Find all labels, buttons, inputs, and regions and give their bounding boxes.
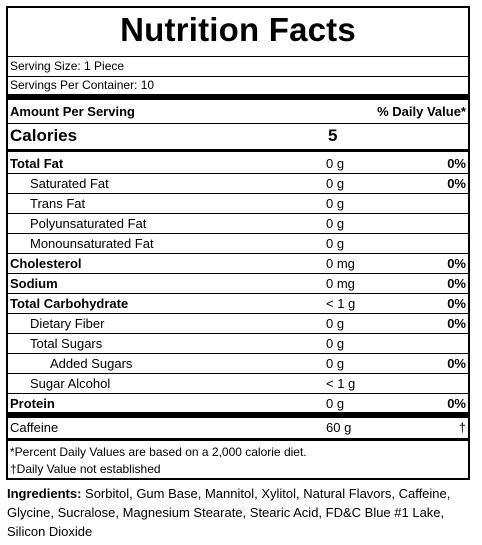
amount-per-serving: Amount Per Serving: [10, 104, 135, 119]
ingredients-label: Ingredients:: [7, 486, 82, 501]
nutrient-row-caffeine: Caffeine 60 g †: [10, 420, 466, 435]
nutrient-row-cholesterol: Cholesterol 0 mg 0%: [10, 256, 466, 271]
nutrient-row-saturated-fat: Saturated Fat 0 g 0%: [30, 176, 466, 191]
daily-value-header: % Daily Value*: [377, 104, 466, 119]
nutrient-row-sugar-alcohol: Sugar Alcohol < 1 g: [30, 376, 356, 391]
divider: [8, 393, 468, 394]
footnote-daily-values: *Percent Daily Values are based on a 2,0…: [10, 445, 307, 459]
divider: [8, 373, 468, 374]
divider: [8, 333, 468, 334]
nutrient-row-polyunsaturated-fat: Polyunsaturated Fat 0 g: [30, 216, 345, 231]
divider: [8, 213, 468, 214]
divider: [8, 273, 468, 274]
nutrient-row-dietary-fiber: Dietary Fiber 0 g 0%: [30, 316, 466, 331]
divider: [8, 173, 468, 174]
divider: [8, 76, 468, 77]
thick-divider: [8, 94, 468, 100]
nutrient-row-added-sugars: Added Sugars 0 g 0%: [50, 356, 466, 371]
nutrition-facts-title: Nutrition Facts: [120, 11, 356, 48]
divider: [8, 293, 468, 294]
servings-per-container: Servings Per Container: 10: [10, 78, 155, 92]
divider: [8, 233, 468, 234]
nutrient-row-monounsaturated-fat: Monounsaturated Fat 0 g: [30, 236, 345, 251]
divider: [8, 313, 468, 314]
nutrient-row-total-carbohydrate: Total Carbohydrate < 1 g 0%: [10, 296, 466, 311]
divider: [8, 193, 468, 194]
nutrient-row-sodium: Sodium 0 mg 0%: [10, 276, 466, 291]
nutrient-row-total-sugars: Total Sugars 0 g: [30, 336, 345, 351]
serving-size: Serving Size: 1 Piece: [10, 59, 125, 73]
ingredients-list: Sorbitol, Gum Base, Mannitol, Xylitol, N…: [7, 486, 451, 539]
footnote-dagger: †Daily Value not established: [10, 462, 161, 476]
divider: [8, 123, 468, 124]
nutrition-facts-panel: Nutrition Facts Serving Size: 1 Piece Se…: [6, 6, 470, 480]
thick-divider: [8, 412, 468, 418]
calories-label: Calories: [10, 126, 78, 145]
divider: [8, 56, 468, 57]
calories-value: 5: [328, 126, 338, 145]
nutrient-row-trans-fat: Trans Fat 0 g: [30, 196, 345, 211]
medium-divider: [8, 149, 468, 152]
divider: [8, 253, 468, 254]
divider: [8, 353, 468, 354]
ingredients-text: Ingredients: Sorbitol, Gum Base, Mannito…: [7, 484, 473, 541]
nutrient-row-protein: Protein 0 g 0%: [10, 396, 466, 411]
nutrient-row-total-fat: Total Fat 0 g 0%: [10, 156, 466, 171]
medium-divider: [8, 438, 468, 441]
